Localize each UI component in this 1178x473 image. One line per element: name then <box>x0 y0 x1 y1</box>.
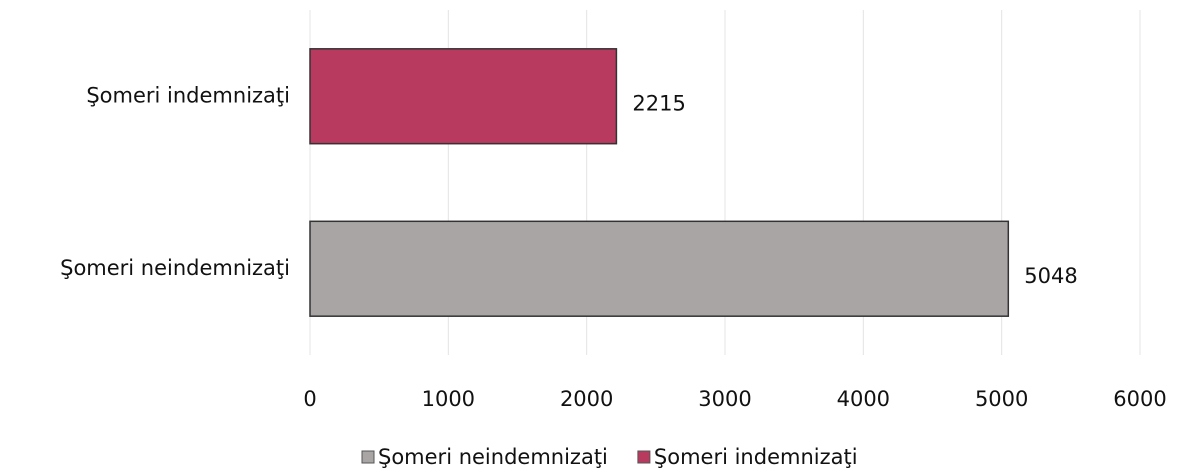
bar <box>309 220 1010 317</box>
x-tick-label: 0 <box>303 387 316 411</box>
legend-swatch <box>637 450 651 464</box>
x-tick-label: 6000 <box>1113 387 1166 411</box>
data-label: 5048 <box>1024 264 1077 288</box>
legend-label: Şomeri neindemnizaţi <box>378 445 608 469</box>
x-tick-label: 2000 <box>560 387 613 411</box>
x-tick-label: 5000 <box>975 387 1028 411</box>
bar <box>309 48 618 145</box>
legend-label: Şomeri indemnizaţi <box>654 445 858 469</box>
x-tick-label: 1000 <box>422 387 475 411</box>
y-tick-label: Şomeri neindemnizaţi <box>60 256 290 280</box>
x-tick-label: 3000 <box>698 387 751 411</box>
legend-swatch <box>361 450 375 464</box>
data-label: 2215 <box>632 91 685 115</box>
y-tick-label: Şomeri indemnizaţi <box>86 83 290 107</box>
x-tick-label: 4000 <box>837 387 890 411</box>
